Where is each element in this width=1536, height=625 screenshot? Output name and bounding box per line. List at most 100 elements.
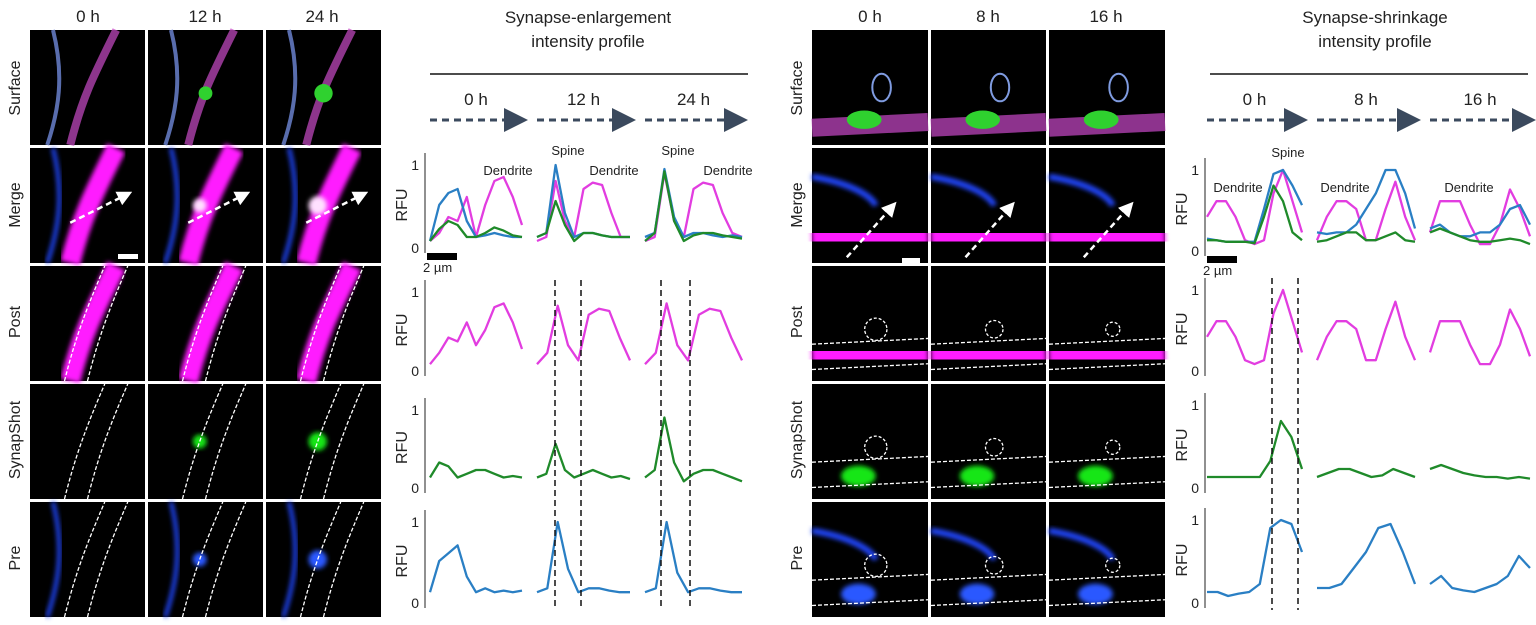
row-labels-left: Surface Merge Post SynapShot Pre <box>7 60 24 570</box>
col-header-left-0h: 0 h <box>76 7 100 26</box>
y-axis-label: RFU <box>394 314 411 347</box>
micrograph-merge-1 <box>148 143 263 266</box>
profile-line-synapshot <box>1316 231 1416 243</box>
micrograph-pre-1 <box>148 501 263 618</box>
micrograph-pre-1 <box>930 502 1047 617</box>
time-label: 0 h <box>1243 90 1267 109</box>
profile-line-post <box>1428 308 1532 366</box>
micrograph-pre-0 <box>811 502 929 617</box>
micrograph-synapshot-2 <box>1048 384 1166 499</box>
y-tick-0: 0 <box>1191 243 1199 259</box>
plot-scale-bar <box>427 253 457 260</box>
micrograph-post-1 <box>930 266 1047 381</box>
profile-line-synapshot <box>536 442 631 481</box>
y-axis-label: RFU <box>394 545 411 578</box>
micrograph-synapshot-2 <box>266 383 381 500</box>
y-tick-0: 0 <box>411 595 419 611</box>
profile-line-pre <box>1429 203 1532 238</box>
col-header-left-24h: 24 h <box>305 7 338 26</box>
plot-scale-bar <box>1207 256 1237 263</box>
row-label-merge: Merge <box>7 182 24 227</box>
micrograph-synapshot-0 <box>30 383 145 500</box>
micrograph-merge-2 <box>1048 148 1166 263</box>
micrograph-pre-2 <box>266 501 381 618</box>
micrograph-pre-0 <box>30 501 145 618</box>
col-header-right-0h: 0 h <box>858 7 882 26</box>
micrograph-post-0 <box>811 266 929 381</box>
y-axis-label: RFU <box>394 431 411 464</box>
micrograph-surface-0 <box>30 28 145 146</box>
micrograph-surface-2 <box>266 28 381 146</box>
y-tick-0: 0 <box>411 363 419 379</box>
micrograph-surface-0 <box>811 30 929 145</box>
profile-line-post <box>536 304 632 365</box>
time-label: 24 h <box>677 90 710 109</box>
y-axis-label: RFU <box>1174 544 1191 577</box>
annotation-dendrite: Dendrite <box>703 163 752 178</box>
time-label: 0 h <box>464 90 488 109</box>
y-tick-1: 1 <box>1191 397 1199 413</box>
annotation-dendrite: Dendrite <box>1320 180 1369 195</box>
profile-line-pre <box>428 544 523 594</box>
micrograph-merge-2 <box>266 143 381 266</box>
micrograph-synapshot-0 <box>811 384 929 499</box>
micrograph-post-2 <box>1048 266 1166 381</box>
profile-line-post <box>644 302 744 365</box>
y-tick-1: 1 <box>1191 282 1199 298</box>
image-grid-right <box>811 30 1166 617</box>
plot-title-left-line2: intensity profile <box>531 32 644 51</box>
profile-line-synapshot <box>1207 419 1304 479</box>
row-label-post: Post <box>7 305 24 338</box>
profile-line-synapshot <box>644 170 743 243</box>
plot-title-left-line1: Synapse-enlargement <box>505 8 672 27</box>
micrograph-merge-0 <box>811 148 929 263</box>
profile-line-post <box>536 179 630 243</box>
col-header-right-16h: 16 h <box>1089 7 1122 26</box>
annotation-dendrite: Dendrite <box>1444 180 1493 195</box>
plot-title-right-line2: intensity profile <box>1318 32 1431 51</box>
y-tick-0: 0 <box>411 480 419 496</box>
y-axis-label: RFU <box>1174 429 1191 462</box>
image-scale-bar <box>902 258 920 263</box>
col-header-right-8h: 8 h <box>976 7 1000 26</box>
y-tick-1: 1 <box>411 284 419 300</box>
time-label: 12 h <box>567 90 600 109</box>
image-scale-bar <box>118 254 138 259</box>
col-header-left-12h: 12 h <box>188 7 221 26</box>
y-tick-0: 0 <box>1191 363 1199 379</box>
micrograph-surface-1 <box>930 30 1047 145</box>
profile-line-synapshot <box>1316 467 1416 479</box>
profile-line-post <box>429 175 524 242</box>
profile-line-pre <box>1429 554 1531 594</box>
y-tick-1: 1 <box>1191 512 1199 528</box>
profile-line-pre <box>1317 522 1417 590</box>
time-label: 16 h <box>1463 90 1496 109</box>
micrograph-post-2 <box>266 261 381 384</box>
profile-line-post <box>1206 288 1304 366</box>
annotation-dendrite: Dendrite <box>589 163 638 178</box>
profile-line-pre <box>1316 168 1417 236</box>
profile-line-post <box>1428 188 1532 246</box>
profile-line-synapshot <box>429 461 523 479</box>
y-axis-label: RFU <box>1174 313 1191 346</box>
plot-title-right-line1: Synapse-shrinkage <box>1302 8 1448 27</box>
row-label-surface: Surface <box>7 60 24 115</box>
profile-line-synapshot <box>429 219 523 242</box>
annotation-spine: Spine <box>661 143 694 158</box>
row-labels-right: Surface Merge Post SynapShot Pre <box>789 60 806 570</box>
row-label-synapshot: SynapShot <box>7 400 24 479</box>
profile-line-synapshot <box>644 416 743 483</box>
y-tick-0: 0 <box>411 240 419 256</box>
plot-scale-bar-label: 2 µm <box>423 260 452 275</box>
image-grid-left <box>30 28 381 618</box>
profile-line-pre <box>644 520 742 594</box>
row-label-surface: Surface <box>789 60 806 115</box>
time-label: 8 h <box>1354 90 1378 109</box>
micrograph-pre-2 <box>1048 502 1166 617</box>
profile-line-pre <box>1207 518 1304 598</box>
annotation-dendrite: Dendrite <box>1213 180 1262 195</box>
annotation-dendrite: Dendrite <box>483 163 532 178</box>
